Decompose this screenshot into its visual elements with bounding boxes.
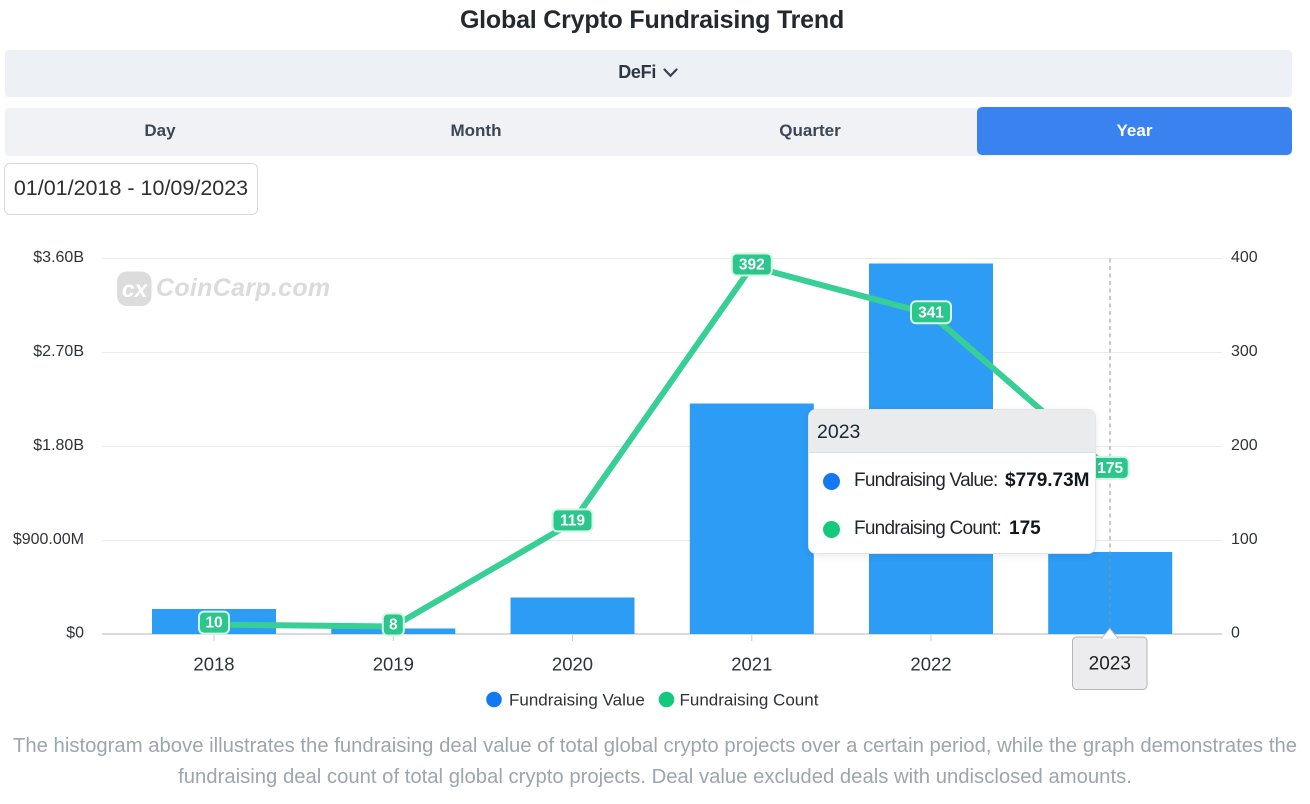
- svg-text:2021: 2021: [731, 654, 772, 675]
- svg-text:$3.60B: $3.60B: [33, 249, 84, 266]
- svg-text:119: 119: [560, 512, 585, 529]
- svg-text:2020: 2020: [552, 654, 593, 675]
- svg-text:300: 300: [1231, 343, 1258, 360]
- svg-text:400: 400: [1231, 249, 1258, 266]
- svg-text:0: 0: [1231, 625, 1240, 642]
- svg-text:2018: 2018: [193, 654, 234, 675]
- svg-text:392: 392: [739, 257, 765, 274]
- svg-text:$2.70B: $2.70B: [33, 343, 84, 360]
- svg-text:$900.00M: $900.00M: [13, 531, 84, 548]
- svg-text:175: 175: [1097, 460, 1123, 477]
- svg-text:cx: cx: [122, 276, 149, 302]
- svg-text:100: 100: [1231, 531, 1258, 548]
- svg-text:Fundraising Count: Fundraising Count: [680, 691, 819, 710]
- svg-text:2022: 2022: [910, 654, 951, 675]
- svg-text:200: 200: [1231, 437, 1258, 454]
- svg-text:341: 341: [918, 304, 944, 321]
- svg-text:2019: 2019: [373, 654, 414, 675]
- svg-text:2023: 2023: [1089, 654, 1131, 675]
- svg-text:CoinCarp.com: CoinCarp.com: [156, 274, 330, 302]
- svg-text:10: 10: [205, 615, 222, 632]
- svg-text:$0: $0: [66, 625, 84, 642]
- svg-text:Fundraising Value: Fundraising Value: [509, 691, 645, 710]
- svg-text:8: 8: [389, 617, 398, 634]
- svg-text:$1.80B: $1.80B: [33, 437, 84, 454]
